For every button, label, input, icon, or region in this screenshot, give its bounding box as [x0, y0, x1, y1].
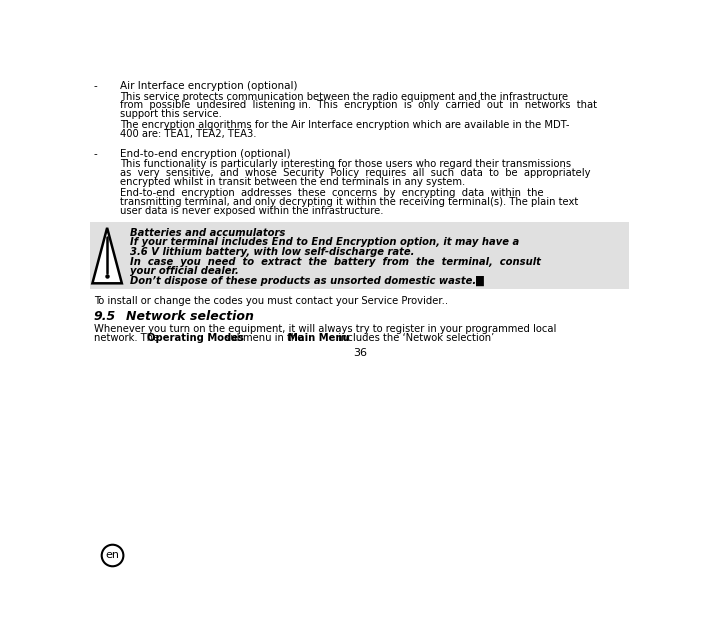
Text: End-to-end encryption (optional): End-to-end encryption (optional) [120, 149, 291, 159]
Text: If your terminal includes End to End Encryption option, it may have a: If your terminal includes End to End Enc… [131, 237, 519, 248]
Text: submenu in the: submenu in the [222, 333, 307, 343]
Circle shape [102, 545, 124, 567]
Text: transmitting terminal, and only decrypting it within the receiving terminal(s). : transmitting terminal, and only decrypti… [120, 197, 578, 207]
Text: Main Menu: Main Menu [288, 333, 349, 343]
Text: user data is never exposed within the infrastructure.: user data is never exposed within the in… [120, 206, 384, 216]
Polygon shape [93, 228, 122, 283]
Text: This service protects communication between the radio equipment and the infrastr: This service protects communication betw… [120, 92, 569, 101]
Text: To install or change the codes you must contact your Service Provider..: To install or change the codes you must … [94, 297, 448, 306]
Text: Batteries and accumulators: Batteries and accumulators [131, 228, 286, 238]
Text: -: - [94, 149, 98, 159]
Text: your official dealer.: your official dealer. [131, 267, 239, 276]
Text: includes the ‘Netwok selection’: includes the ‘Netwok selection’ [336, 333, 494, 343]
Text: 9.5: 9.5 [94, 310, 117, 323]
Text: Operating Modes: Operating Modes [147, 333, 244, 343]
Text: 36: 36 [353, 348, 366, 358]
Text: The encryption algorithms for the Air Interface encryption which are available i: The encryption algorithms for the Air In… [120, 121, 570, 130]
Text: Network selection: Network selection [126, 310, 254, 323]
Text: End-to-end  encryption  addresses  these  concerns  by  encrypting  data  within: End-to-end encryption addresses these co… [120, 188, 544, 198]
Text: Don’t dispose of these products as unsorted domestic waste.█: Don’t dispose of these products as unsor… [131, 276, 484, 286]
Text: network. The: network. The [94, 333, 162, 343]
Text: en: en [105, 551, 119, 561]
Text: support this service.: support this service. [120, 109, 222, 119]
Text: from  possible  undesired  listening in.  This  encryption  is  only  carried  o: from possible undesired listening in. Th… [120, 100, 597, 110]
Text: -: - [94, 81, 98, 91]
Text: In  case  you  need  to  extract  the  battery  from  the  terminal,  consult: In case you need to extract the battery … [131, 256, 541, 267]
FancyBboxPatch shape [90, 223, 630, 288]
Text: This functionality is particularly interesting for those users who regard their : This functionality is particularly inter… [120, 160, 571, 169]
Text: as  very  sensitive,  and  whose  Security  Policy  requires  all  such  data  t: as very sensitive, and whose Security Po… [120, 168, 591, 178]
Text: encrypted whilst in transit between the end terminals in any system.: encrypted whilst in transit between the … [120, 177, 465, 187]
Text: Whenever you turn on the equipment, it will always try to register in your progr: Whenever you turn on the equipment, it w… [94, 324, 556, 334]
Text: Air Interface encryption (optional): Air Interface encryption (optional) [120, 81, 298, 91]
Text: 3.6 V lithium battery, with low self-discharge rate.: 3.6 V lithium battery, with low self-dis… [131, 247, 415, 257]
Text: 400 are: TEA1, TEA2, TEA3.: 400 are: TEA1, TEA2, TEA3. [120, 130, 257, 139]
